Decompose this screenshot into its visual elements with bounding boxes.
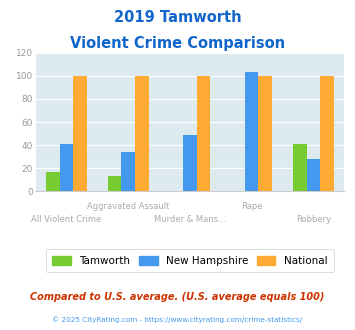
Text: Rape: Rape [241, 203, 262, 212]
Bar [121, 152, 135, 191]
Text: © 2025 CityRating.com - https://www.cityrating.com/crime-statistics/: © 2025 CityRating.com - https://www.city… [53, 317, 302, 323]
Bar [307, 159, 320, 191]
Legend: Tamworth, New Hampshire, National: Tamworth, New Hampshire, National [46, 249, 334, 272]
Bar [183, 135, 197, 191]
Text: 2019 Tamworth: 2019 Tamworth [114, 10, 241, 25]
Text: Robbery: Robbery [296, 215, 331, 224]
Text: All Violent Crime: All Violent Crime [31, 215, 102, 224]
Text: Murder & Mans...: Murder & Mans... [154, 215, 226, 224]
Text: Aggravated Assault: Aggravated Assault [87, 203, 169, 212]
Bar [293, 144, 307, 191]
Text: Compared to U.S. average. (U.S. average equals 100): Compared to U.S. average. (U.S. average … [30, 292, 325, 302]
Bar [46, 172, 60, 191]
Bar [73, 76, 87, 191]
Text: Violent Crime Comparison: Violent Crime Comparison [70, 36, 285, 51]
Bar [258, 76, 272, 191]
Bar [245, 73, 258, 191]
Bar [320, 76, 334, 191]
Bar [197, 76, 210, 191]
Bar [135, 76, 148, 191]
Bar [60, 144, 73, 191]
Bar [108, 176, 121, 191]
